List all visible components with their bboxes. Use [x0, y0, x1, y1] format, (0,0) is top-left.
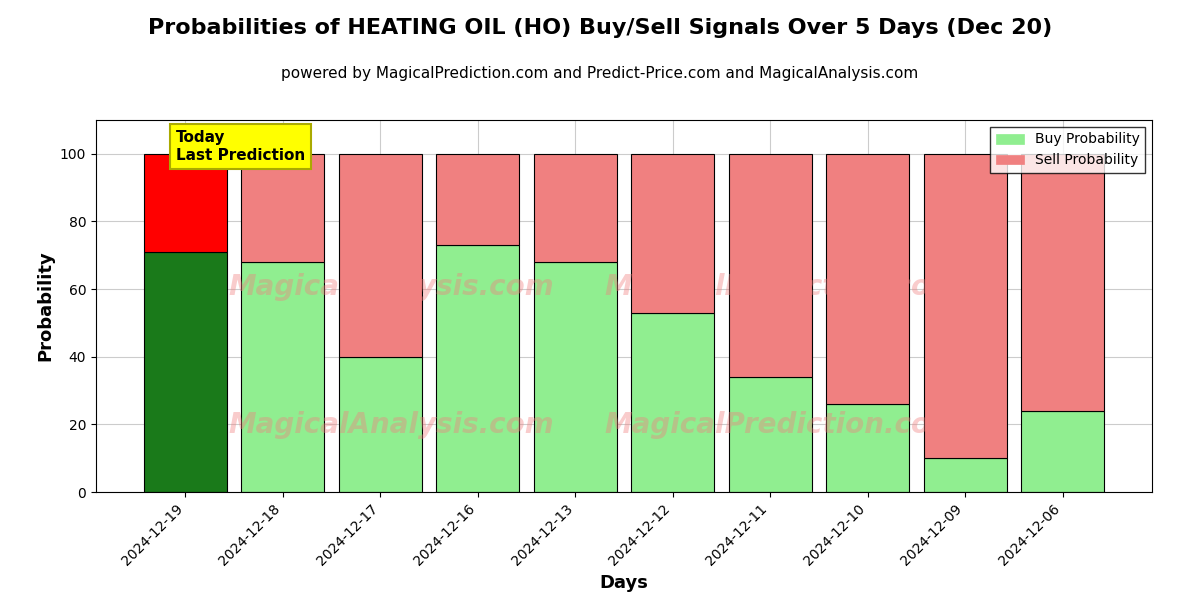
- Bar: [631, 313, 714, 492]
- Bar: [534, 154, 617, 262]
- Bar: [924, 458, 1007, 492]
- Bar: [437, 245, 520, 492]
- Bar: [534, 262, 617, 492]
- Bar: [241, 154, 324, 262]
- Bar: [827, 404, 910, 492]
- Text: MagicalAnalysis.com: MagicalAnalysis.com: [229, 411, 554, 439]
- Bar: [924, 154, 1007, 458]
- Bar: [728, 377, 811, 492]
- Bar: [144, 154, 227, 252]
- Text: MagicalPrediction.com: MagicalPrediction.com: [605, 411, 960, 439]
- Text: Probabilities of HEATING OIL (HO) Buy/Sell Signals Over 5 Days (Dec 20): Probabilities of HEATING OIL (HO) Buy/Se…: [148, 18, 1052, 38]
- Bar: [144, 252, 227, 492]
- Legend: Buy Probability, Sell Probability: Buy Probability, Sell Probability: [990, 127, 1145, 173]
- Y-axis label: Probability: Probability: [36, 251, 54, 361]
- Bar: [827, 154, 910, 404]
- Bar: [241, 262, 324, 492]
- Bar: [338, 357, 421, 492]
- Bar: [1021, 154, 1104, 411]
- Text: Today
Last Prediction: Today Last Prediction: [175, 130, 305, 163]
- Bar: [631, 154, 714, 313]
- Bar: [728, 154, 811, 377]
- Text: powered by MagicalPrediction.com and Predict-Price.com and MagicalAnalysis.com: powered by MagicalPrediction.com and Pre…: [281, 66, 919, 81]
- Text: MagicalPrediction.com: MagicalPrediction.com: [605, 274, 960, 301]
- X-axis label: Days: Days: [600, 574, 648, 592]
- Bar: [1021, 411, 1104, 492]
- Bar: [437, 154, 520, 245]
- Text: MagicalAnalysis.com: MagicalAnalysis.com: [229, 274, 554, 301]
- Bar: [338, 154, 421, 357]
